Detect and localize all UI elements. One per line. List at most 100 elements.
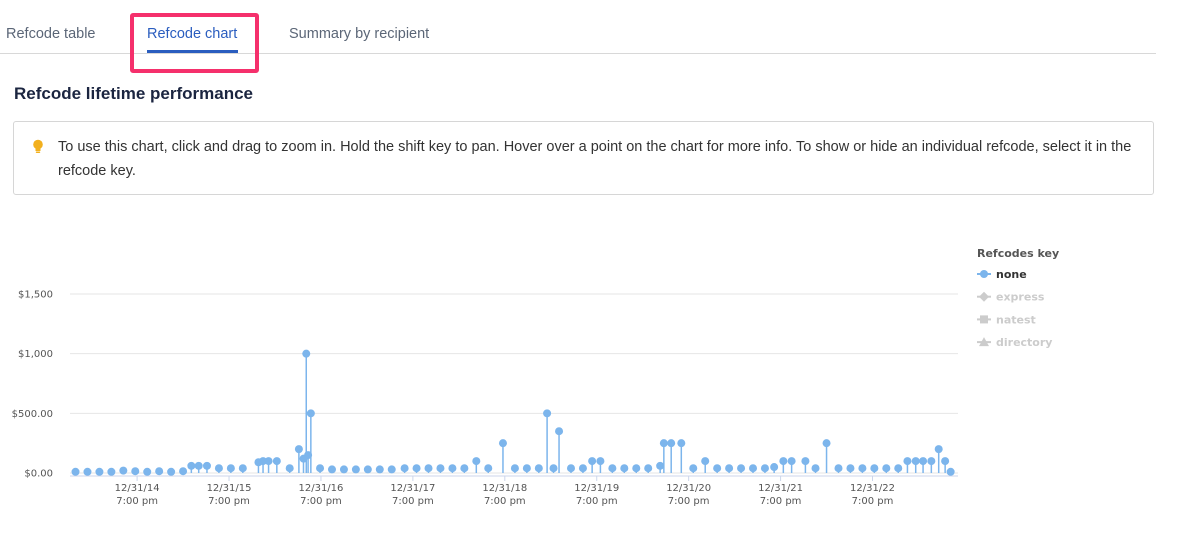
data-point [689,464,698,473]
data-point [801,457,810,466]
data-point [846,464,855,473]
data-point [424,464,433,473]
data-point [701,457,710,466]
legend-label: none [996,268,1027,281]
data-point [644,464,653,473]
x-tick-label: 7:00 pm [392,496,434,507]
data-point [83,467,92,476]
data-point [911,457,920,466]
data-point [339,465,348,474]
info-text: To use this chart, click and drag to zoo… [58,139,1132,179]
x-tick-label: 7:00 pm [668,496,710,507]
data-point [460,464,469,473]
data-point [927,457,936,466]
data-point [632,464,641,473]
data-point [713,464,722,473]
y-tick-label: $1,000 [18,349,53,360]
data-point [749,464,758,473]
data-point [656,461,665,470]
data-point [677,439,686,448]
info-box: To use this chart, click and drag to zoo… [13,121,1154,195]
section-heading: Refcode lifetime performance [14,84,254,103]
x-tick-label: 7:00 pm [208,496,250,507]
data-point [304,451,313,460]
data-point [95,467,104,476]
x-tick-label: 12/31/14 [115,483,160,494]
legend-item[interactable]: none [977,268,1027,281]
legend-item[interactable]: natest [977,313,1036,326]
tab-active[interactable]: Refcode chart [147,26,238,42]
data-point [941,457,950,466]
y-tick-label: $0.00 [24,469,53,480]
data-point [187,461,196,470]
data-point [549,464,558,473]
data-point [351,465,360,474]
data-point [484,464,493,473]
x-tick-label: 7:00 pm [760,496,802,507]
legend-label: express [996,291,1045,304]
data-point [725,464,734,473]
data-point [934,445,943,454]
data-point [659,439,668,448]
x-tick-label: 7:00 pm [300,496,342,507]
data-point [534,464,543,473]
data-point [510,464,519,473]
legend-marker [979,337,989,347]
data-point [214,464,223,473]
tab[interactable]: Summary by recipient [289,26,430,42]
data-point [522,464,531,473]
x-tick-label: 12/31/22 [850,483,895,494]
data-point [143,467,152,476]
legend-marker [979,291,989,302]
data-point [596,457,605,466]
data-point [226,464,235,473]
x-tick-label: 7:00 pm [576,496,618,507]
data-point [387,465,396,474]
data-point [412,464,421,473]
data-point [259,457,268,466]
data-point [294,445,303,454]
data-point [608,464,617,473]
data-point [155,467,164,476]
data-point [302,349,311,358]
data-point [375,465,384,474]
y-tick-label: $500.00 [12,409,53,420]
data-point [555,427,564,436]
data-point [272,457,281,466]
data-point [779,457,788,466]
legend-title: Refcodes key [977,247,1059,260]
active-tab-indicator [147,50,238,53]
data-point [578,464,587,473]
data-point [264,457,273,466]
data-point [119,466,128,475]
data-point [787,457,796,466]
data-point [194,461,203,470]
data-point [667,439,676,448]
legend-label: directory [996,336,1052,349]
data-point [894,464,903,473]
data-point [498,439,507,448]
x-tick-label: 7:00 pm [852,496,894,507]
x-tick-label: 7:00 pm [116,496,158,507]
x-tick-label: 12/31/21 [758,483,803,494]
data-point [919,457,928,466]
data-point [306,409,315,418]
x-tick-label: 12/31/18 [482,483,527,494]
data-point [167,467,176,476]
data-point [472,457,481,466]
data-point [400,464,409,473]
data-point [363,465,372,474]
legend-label: natest [996,313,1036,326]
y-tick-label: $1,500 [18,290,53,301]
tab[interactable]: Refcode table [6,26,96,42]
data-point [327,465,336,474]
x-tick-label: 12/31/20 [666,483,711,494]
data-point [131,467,140,476]
legend-item[interactable]: express [977,291,1045,304]
legend-item[interactable]: directory [977,336,1052,349]
data-point [448,464,457,473]
data-point [202,461,211,470]
data-point [316,464,325,473]
data-point [858,464,867,473]
